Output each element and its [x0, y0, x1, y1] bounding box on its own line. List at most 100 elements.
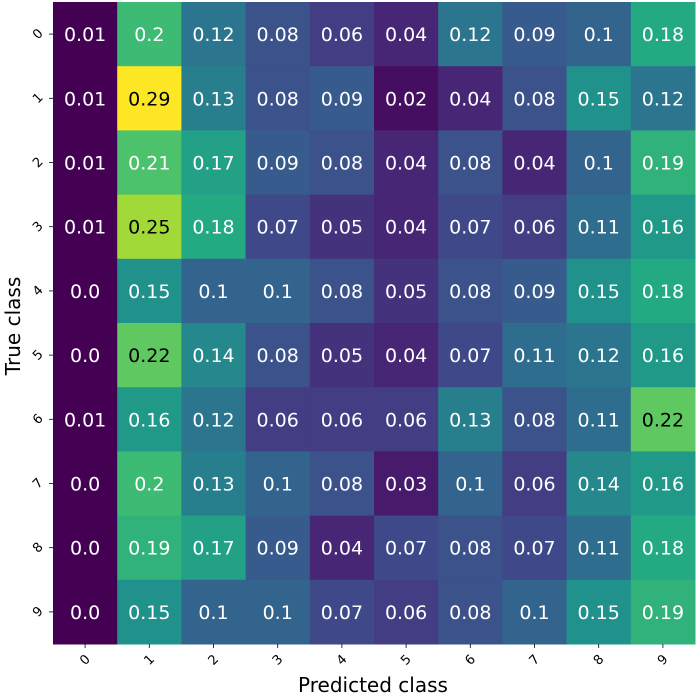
- heatmap-cell: [245, 258, 311, 324]
- heatmap-cell: [630, 66, 696, 131]
- heatmap-cell: [630, 579, 696, 645]
- heatmap-cell: [245, 451, 311, 517]
- heatmap-cell-value: 0.16: [642, 345, 684, 367]
- heatmap-cell-value: 0.12: [642, 88, 684, 110]
- heatmap-cell: [502, 579, 568, 645]
- heatmap-cell: [374, 130, 439, 196]
- heatmap-cell: [566, 387, 632, 452]
- heatmap-cell: [566, 515, 632, 581]
- heatmap-cell: [438, 2, 503, 67]
- heatmap-cell-value: 0.15: [578, 602, 620, 624]
- heatmap-cell: [309, 323, 375, 388]
- heatmap-cell-value: 0.2: [134, 24, 164, 46]
- heatmap-cell-value: 0.07: [449, 345, 491, 367]
- heatmap-cell: [309, 258, 375, 324]
- heatmap-cell-value: 0.1: [263, 281, 293, 303]
- heatmap-cell: [502, 258, 568, 324]
- heatmap-cell: [309, 579, 375, 645]
- x-axis-ticks: 0 1 2 3 4 5 6 7 8 9: [77, 644, 671, 669]
- heatmap-cell: [374, 194, 439, 260]
- heatmap-cell: [245, 579, 311, 645]
- heatmap-cell: [438, 387, 503, 452]
- heatmap-cell-value: 0.04: [385, 345, 427, 367]
- heatmap-cell-value: 0.1: [519, 602, 549, 624]
- heatmap-cell-value: 0.0: [70, 602, 100, 624]
- heatmap-cell-value: 0.01: [64, 24, 106, 46]
- heatmap-cell: [181, 258, 247, 324]
- heatmap-cell: [630, 387, 696, 452]
- x-tick-label: 4: [334, 652, 350, 668]
- heatmap-cell: [374, 515, 439, 581]
- heatmap-cell-value: 0.19: [128, 538, 170, 560]
- heatmap-cell-value: 0.08: [321, 474, 363, 496]
- heatmap-cell-value: 0.09: [257, 153, 299, 175]
- heatmap-cell-value: 0.1: [584, 24, 614, 46]
- heatmap-cell: [566, 258, 632, 324]
- heatmap-cell-value: 0.05: [385, 281, 427, 303]
- x-tick-label: 7: [527, 652, 543, 668]
- heatmap-cell: [566, 66, 632, 131]
- x-tick-label: 6: [462, 652, 478, 668]
- heatmap-cell-value: 0.09: [321, 88, 363, 110]
- heatmap-cell-value: 0.15: [578, 281, 620, 303]
- x-tick-label: 5: [398, 652, 414, 668]
- heatmap-cell-value: 0.09: [513, 281, 555, 303]
- heatmap-cell-value: 0.08: [513, 409, 555, 431]
- heatmap-cell: [630, 451, 696, 517]
- heatmap-cell-value: 0.25: [128, 217, 170, 239]
- heatmap-cell-value: 0.12: [192, 24, 234, 46]
- heatmap-cell: [181, 66, 247, 131]
- heatmap-cell-value: 0.06: [513, 217, 555, 239]
- heatmap-cell: [181, 579, 247, 645]
- heatmap-cell-value: 0.09: [513, 24, 555, 46]
- heatmap-cell-value: 0.08: [321, 153, 363, 175]
- heatmap-cell-value: 0.07: [385, 538, 427, 560]
- heatmap-cell-value: 0.08: [257, 88, 299, 110]
- heatmap-cell-value: 0.06: [385, 602, 427, 624]
- x-tick-label: 2: [206, 652, 222, 668]
- heatmap-cell: [309, 451, 375, 517]
- heatmap-cell-value: 0.18: [642, 281, 684, 303]
- x-tick-label: 3: [270, 652, 286, 668]
- heatmap-cell-value: 0.16: [642, 217, 684, 239]
- heatmap-cell: [53, 258, 118, 324]
- y-tick-label: 9: [30, 604, 46, 620]
- heatmap-cell-value: 0.22: [128, 345, 170, 367]
- heatmap-cell: [566, 323, 632, 388]
- heatmap-cell: [245, 130, 311, 196]
- x-tick-label: 8: [591, 652, 607, 668]
- heatmap-cell: [309, 2, 375, 67]
- heatmap-cell-value: 0.04: [513, 153, 555, 175]
- heatmap-cell: [53, 2, 118, 67]
- heatmap-cell: [181, 451, 247, 517]
- heatmap-cell-value: 0.09: [257, 538, 299, 560]
- heatmap-cell-value: 0.07: [449, 217, 491, 239]
- heatmap-cell-value: 0.02: [385, 88, 427, 110]
- heatmap-cell-value: 0.21: [128, 153, 170, 175]
- y-tick-label: 0: [30, 26, 46, 42]
- x-axis-label: Predicted class: [298, 673, 448, 697]
- y-tick-label: 4: [30, 283, 46, 299]
- heatmap-cell: [117, 2, 182, 67]
- heatmap-cell: [309, 194, 375, 260]
- heatmap-cell-value: 0.12: [192, 409, 234, 431]
- heatmap-cell: [309, 66, 375, 131]
- heatmap-cell-value: 0.0: [70, 474, 100, 496]
- heatmap-cell-value: 0.05: [321, 217, 363, 239]
- heatmap-cell: [502, 66, 568, 131]
- heatmap-cell-value: 0.01: [64, 88, 106, 110]
- heatmap-cell: [566, 194, 632, 260]
- heatmap-cell-value: 0.15: [578, 88, 620, 110]
- heatmap-cell: [181, 387, 247, 452]
- heatmap-cell: [245, 2, 311, 67]
- heatmap-cell: [117, 451, 182, 517]
- heatmap-cell-value: 0.16: [128, 409, 170, 431]
- heatmap-cell-value: 0.06: [321, 409, 363, 431]
- heatmap-cell-value: 0.08: [449, 602, 491, 624]
- heatmap-cell: [117, 515, 182, 581]
- heatmap-cell: [502, 387, 568, 452]
- heatmap-cell: [438, 66, 503, 131]
- heatmap-cell-value: 0.08: [449, 153, 491, 175]
- heatmap-cell-value: 0.01: [64, 217, 106, 239]
